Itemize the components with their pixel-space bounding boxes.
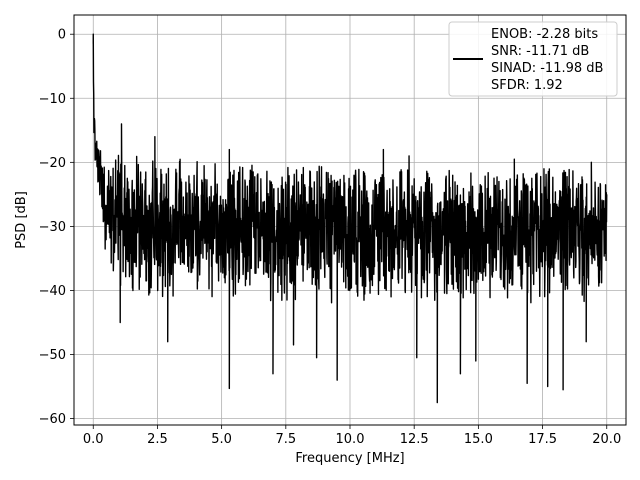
x-tick-label: 17.5 — [528, 432, 557, 447]
x-tick-label: 5.0 — [211, 432, 232, 447]
x-tick-label: 12.5 — [400, 432, 429, 447]
x-tick-label: 10.0 — [336, 432, 365, 447]
legend-snr: SNR: -11.71 dB — [491, 44, 589, 59]
y-tick-label: −60 — [39, 412, 66, 427]
legend-sfdr: SFDR: 1.92 — [491, 78, 563, 93]
psd-series — [92, 33, 608, 404]
x-tick-label: 20.0 — [592, 432, 621, 447]
legend-sinad: SINAD: -11.98 dB — [491, 61, 603, 76]
y-tick-label: 0 — [58, 28, 66, 43]
legend-box — [448, 21, 618, 97]
x-axis-ticks: 0.0 2.5 5.0 7.5 10.0 12.5 15.0 17.5 20.0 — [83, 425, 621, 447]
psd-line — [92, 33, 608, 404]
x-tick-label: 7.5 — [275, 432, 296, 447]
legend: ENOB: -2.28 bits SNR: -11.71 dB SINAD: -… — [448, 21, 618, 97]
legend-enob: ENOB: -2.28 bits — [491, 27, 598, 42]
x-axis-label: Frequency [MHz] — [295, 451, 404, 466]
y-tick-label: −10 — [39, 92, 66, 107]
y-tick-label: −30 — [39, 220, 66, 235]
x-tick-label: 2.5 — [147, 432, 168, 447]
y-tick-label: −40 — [39, 284, 66, 299]
y-tick-label: −20 — [39, 156, 66, 171]
y-axis-label: PSD [dB] — [14, 191, 29, 249]
y-tick-label: −50 — [39, 348, 66, 363]
x-tick-label: 15.0 — [464, 432, 493, 447]
y-axis-ticks: 0 −10 −20 −30 −40 −50 −60 — [39, 28, 74, 427]
x-tick-label: 0.0 — [83, 432, 104, 447]
